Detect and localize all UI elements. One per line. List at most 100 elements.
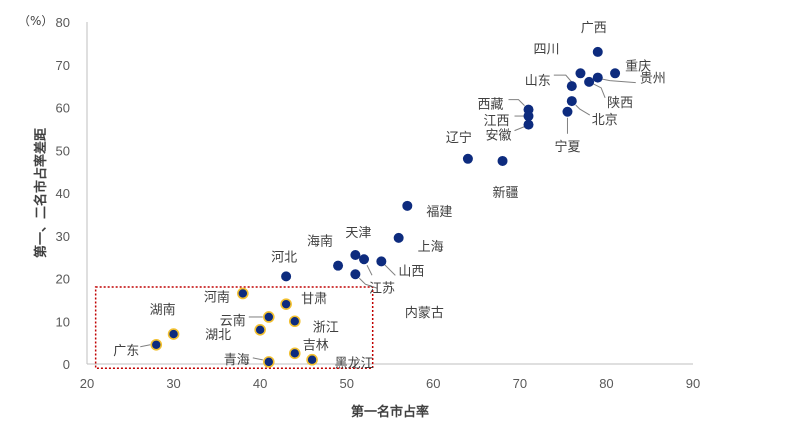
data-label: 河南: [204, 289, 230, 305]
data-points: [150, 46, 621, 368]
data-label: 湖北: [205, 328, 231, 343]
x-tick-labels: 20 30 40 50 60 70 80 90: [80, 376, 700, 391]
data-point: [333, 260, 344, 271]
data-point: [575, 68, 586, 79]
data-label: 福建: [426, 205, 452, 220]
data-point: [237, 287, 249, 300]
x-tick-label: 90: [686, 376, 700, 391]
data-point: [306, 353, 318, 366]
data-label: 甘肃: [301, 292, 327, 307]
x-tick-label: 40: [253, 376, 267, 391]
data-point: [262, 311, 275, 323]
data-label: 北京: [592, 113, 618, 128]
data-point: [376, 256, 387, 267]
y-tick-label: 50: [56, 143, 70, 158]
y-tick-labels: 0 10 20 30 40 50 60 70 80: [56, 15, 70, 372]
data-point: [350, 249, 361, 260]
data-point: [150, 338, 163, 351]
data-label: 西藏: [478, 98, 504, 113]
y-tick-label: 0: [63, 357, 70, 372]
highlight-box: [94, 286, 374, 370]
data-label: 四川: [533, 42, 559, 57]
leader-line: [514, 126, 525, 132]
data-label: 辽宁: [446, 130, 472, 146]
data-label: 陕西: [607, 96, 633, 111]
x-tick-label: 60: [426, 376, 440, 391]
data-label: 天津: [345, 226, 371, 241]
data-point: [254, 323, 266, 336]
x-axis-title: 第一名市占率: [351, 404, 429, 420]
axes: [86, 22, 693, 365]
data-label: 广东: [113, 344, 139, 359]
data-point: [562, 106, 573, 117]
y-tick-label: 80: [56, 15, 70, 30]
leader-line: [359, 277, 378, 289]
data-point: [523, 111, 534, 122]
y-tick-label: 30: [56, 229, 70, 244]
data-label: 吉林: [303, 338, 329, 353]
leader-line: [592, 83, 606, 99]
y-tick-label: 60: [56, 101, 70, 116]
data-point: [288, 347, 301, 360]
data-point: [350, 269, 361, 280]
data-label: 湖南: [150, 302, 176, 318]
data-label: 江西: [484, 114, 510, 129]
data-label: 内蒙古: [405, 305, 444, 321]
data-point: [497, 155, 508, 166]
x-tick-label: 30: [166, 376, 180, 391]
data-point: [393, 232, 404, 243]
unit-label: （%）: [18, 14, 53, 28]
data-label: 浙江: [313, 320, 339, 335]
x-tick-label: 20: [80, 376, 94, 391]
data-label: 云南: [220, 313, 246, 329]
leader-line: [575, 104, 591, 116]
data-point: [566, 81, 577, 92]
data-label: 山东: [525, 74, 551, 89]
data-label: 山西: [398, 264, 424, 279]
data-point: [610, 68, 621, 79]
data-label: 青海: [224, 353, 250, 368]
leader-lines: [140, 74, 636, 361]
y-tick-label: 70: [56, 58, 70, 73]
data-label: 上海: [418, 240, 444, 255]
data-point: [359, 254, 370, 265]
data-point: [167, 328, 180, 340]
data-point: [592, 46, 603, 57]
data-point: [280, 298, 292, 310]
data-label: 海南: [307, 234, 333, 250]
data-point: [262, 356, 275, 368]
leader-line: [366, 265, 373, 276]
leader-line: [252, 357, 263, 361]
data-point: [566, 96, 577, 107]
y-tick-label: 40: [56, 186, 70, 201]
data-point: [584, 76, 595, 87]
data-label: 重庆: [625, 58, 651, 74]
x-tick-label: 70: [513, 376, 527, 391]
x-tick-label: 80: [599, 376, 613, 391]
leader-line: [383, 264, 396, 276]
leader-line: [140, 344, 151, 348]
data-label: 新疆: [493, 185, 519, 201]
data-label: 广西: [581, 21, 607, 36]
data-point: [281, 271, 292, 282]
y-tick-label: 20: [56, 272, 70, 287]
data-label: 贵州: [640, 72, 666, 87]
leader-line: [553, 74, 573, 83]
data-point: [592, 72, 603, 83]
y-axis-title: 第一、二名市占率差距: [33, 128, 49, 258]
data-point: [462, 153, 473, 164]
data-label: 安徽: [486, 129, 512, 144]
y-tick-label: 10: [56, 314, 70, 329]
data-label: 河北: [271, 250, 297, 265]
leader-line: [599, 78, 636, 84]
data-label: 江苏: [369, 280, 395, 296]
data-point: [402, 200, 413, 211]
data-point: [523, 119, 534, 130]
x-tick-label: 50: [339, 376, 353, 391]
data-point: [288, 315, 301, 328]
data-label: 黑龙江: [335, 357, 374, 372]
leader-line: [508, 99, 525, 106]
data-label: 宁夏: [554, 139, 580, 155]
